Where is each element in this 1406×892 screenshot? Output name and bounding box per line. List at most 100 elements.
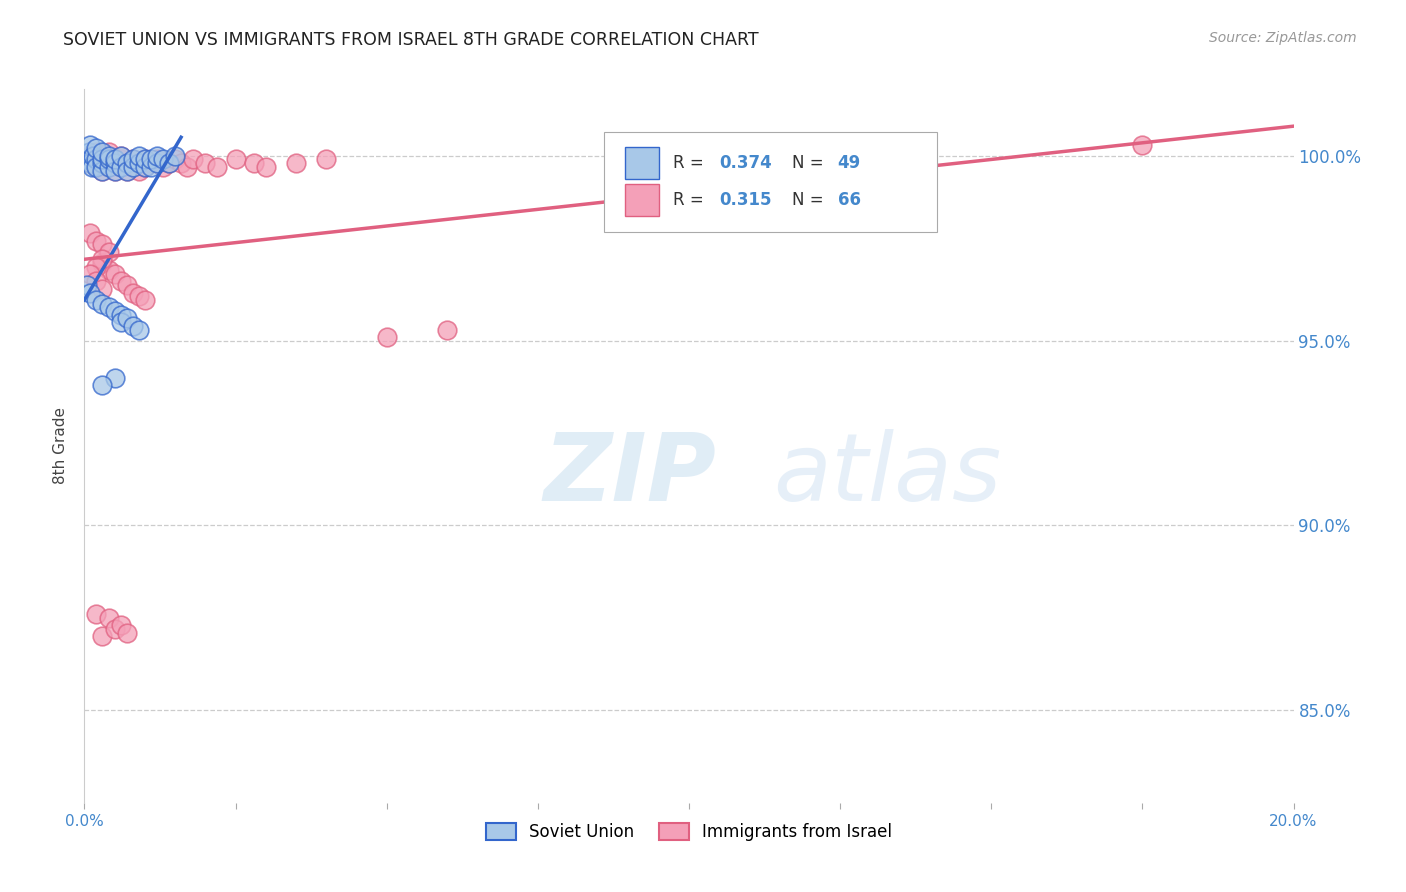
- Point: [110, 160, 132, 174]
- Point: [86, 275, 108, 289]
- Point: [121, 160, 143, 174]
- Point: [104, 156, 127, 170]
- Point: [97, 145, 120, 159]
- Point: [91, 163, 114, 178]
- Point: [134, 293, 156, 307]
- Point: [104, 153, 127, 167]
- Point: [91, 252, 114, 267]
- Point: [97, 301, 120, 315]
- Text: 0.315: 0.315: [720, 191, 772, 209]
- Point: [86, 141, 108, 155]
- Point: [97, 263, 120, 277]
- Point: [121, 285, 143, 300]
- Point: [121, 318, 143, 333]
- Point: [91, 296, 114, 310]
- Point: [110, 149, 132, 163]
- Point: [181, 153, 204, 167]
- Point: [139, 153, 162, 167]
- Point: [110, 153, 132, 167]
- Text: SOVIET UNION VS IMMIGRANTS FROM ISRAEL 8TH GRADE CORRELATION CHART: SOVIET UNION VS IMMIGRANTS FROM ISRAEL 8…: [63, 31, 759, 49]
- Point: [91, 256, 114, 270]
- Point: [134, 153, 156, 167]
- Point: [194, 156, 217, 170]
- Point: [104, 163, 127, 178]
- Point: [285, 156, 308, 170]
- Point: [91, 149, 114, 163]
- Point: [115, 163, 138, 178]
- Text: 0.374: 0.374: [720, 153, 772, 171]
- Point: [86, 234, 108, 248]
- Point: [134, 160, 156, 174]
- Point: [110, 308, 132, 322]
- Point: [76, 153, 98, 167]
- Point: [91, 156, 114, 170]
- Point: [86, 145, 108, 159]
- Text: N =: N =: [792, 153, 828, 171]
- Point: [91, 153, 114, 167]
- Point: [207, 160, 229, 174]
- Point: [152, 160, 174, 174]
- Point: [77, 145, 100, 159]
- Point: [79, 156, 101, 170]
- Point: [79, 156, 101, 170]
- Point: [146, 156, 169, 170]
- Point: [104, 370, 127, 384]
- Point: [110, 315, 132, 329]
- Text: 49: 49: [838, 153, 860, 171]
- Text: 66: 66: [838, 191, 860, 209]
- Point: [157, 156, 180, 170]
- Point: [128, 156, 150, 170]
- Point: [121, 153, 143, 167]
- Point: [91, 156, 114, 170]
- Text: atlas: atlas: [773, 429, 1002, 520]
- Point: [79, 149, 101, 163]
- Point: [76, 278, 98, 293]
- Point: [104, 156, 127, 170]
- Point: [139, 160, 162, 174]
- Point: [146, 153, 169, 167]
- Point: [79, 267, 101, 281]
- Point: [128, 322, 150, 336]
- Point: [165, 149, 187, 163]
- Point: [315, 153, 337, 167]
- Point: [254, 160, 277, 174]
- Point: [146, 149, 169, 163]
- Legend: Soviet Union, Immigrants from Israel: Soviet Union, Immigrants from Israel: [479, 816, 898, 848]
- Point: [104, 622, 127, 636]
- Point: [115, 163, 138, 178]
- Point: [170, 156, 193, 170]
- Point: [86, 260, 108, 274]
- Point: [86, 160, 108, 174]
- Point: [115, 156, 138, 170]
- Point: [79, 227, 101, 241]
- Point: [86, 153, 108, 167]
- Text: Source: ZipAtlas.com: Source: ZipAtlas.com: [1209, 31, 1357, 45]
- Point: [242, 156, 264, 170]
- Point: [104, 304, 127, 318]
- Point: [176, 160, 198, 174]
- Point: [97, 153, 120, 167]
- Point: [104, 267, 127, 281]
- Point: [76, 153, 98, 167]
- Point: [97, 244, 120, 259]
- FancyBboxPatch shape: [624, 184, 659, 216]
- Point: [375, 330, 398, 344]
- Text: N =: N =: [792, 191, 828, 209]
- Point: [134, 160, 156, 174]
- Point: [91, 237, 114, 252]
- Point: [86, 153, 108, 167]
- Point: [115, 156, 138, 170]
- Point: [91, 282, 114, 296]
- Point: [225, 153, 247, 167]
- Point: [110, 149, 132, 163]
- Point: [121, 153, 143, 167]
- Point: [91, 163, 114, 178]
- Point: [80, 160, 103, 174]
- Point: [97, 611, 120, 625]
- Point: [128, 156, 150, 170]
- Point: [115, 278, 138, 293]
- Point: [128, 289, 150, 303]
- Point: [82, 149, 104, 163]
- Point: [91, 145, 114, 159]
- Point: [91, 629, 114, 643]
